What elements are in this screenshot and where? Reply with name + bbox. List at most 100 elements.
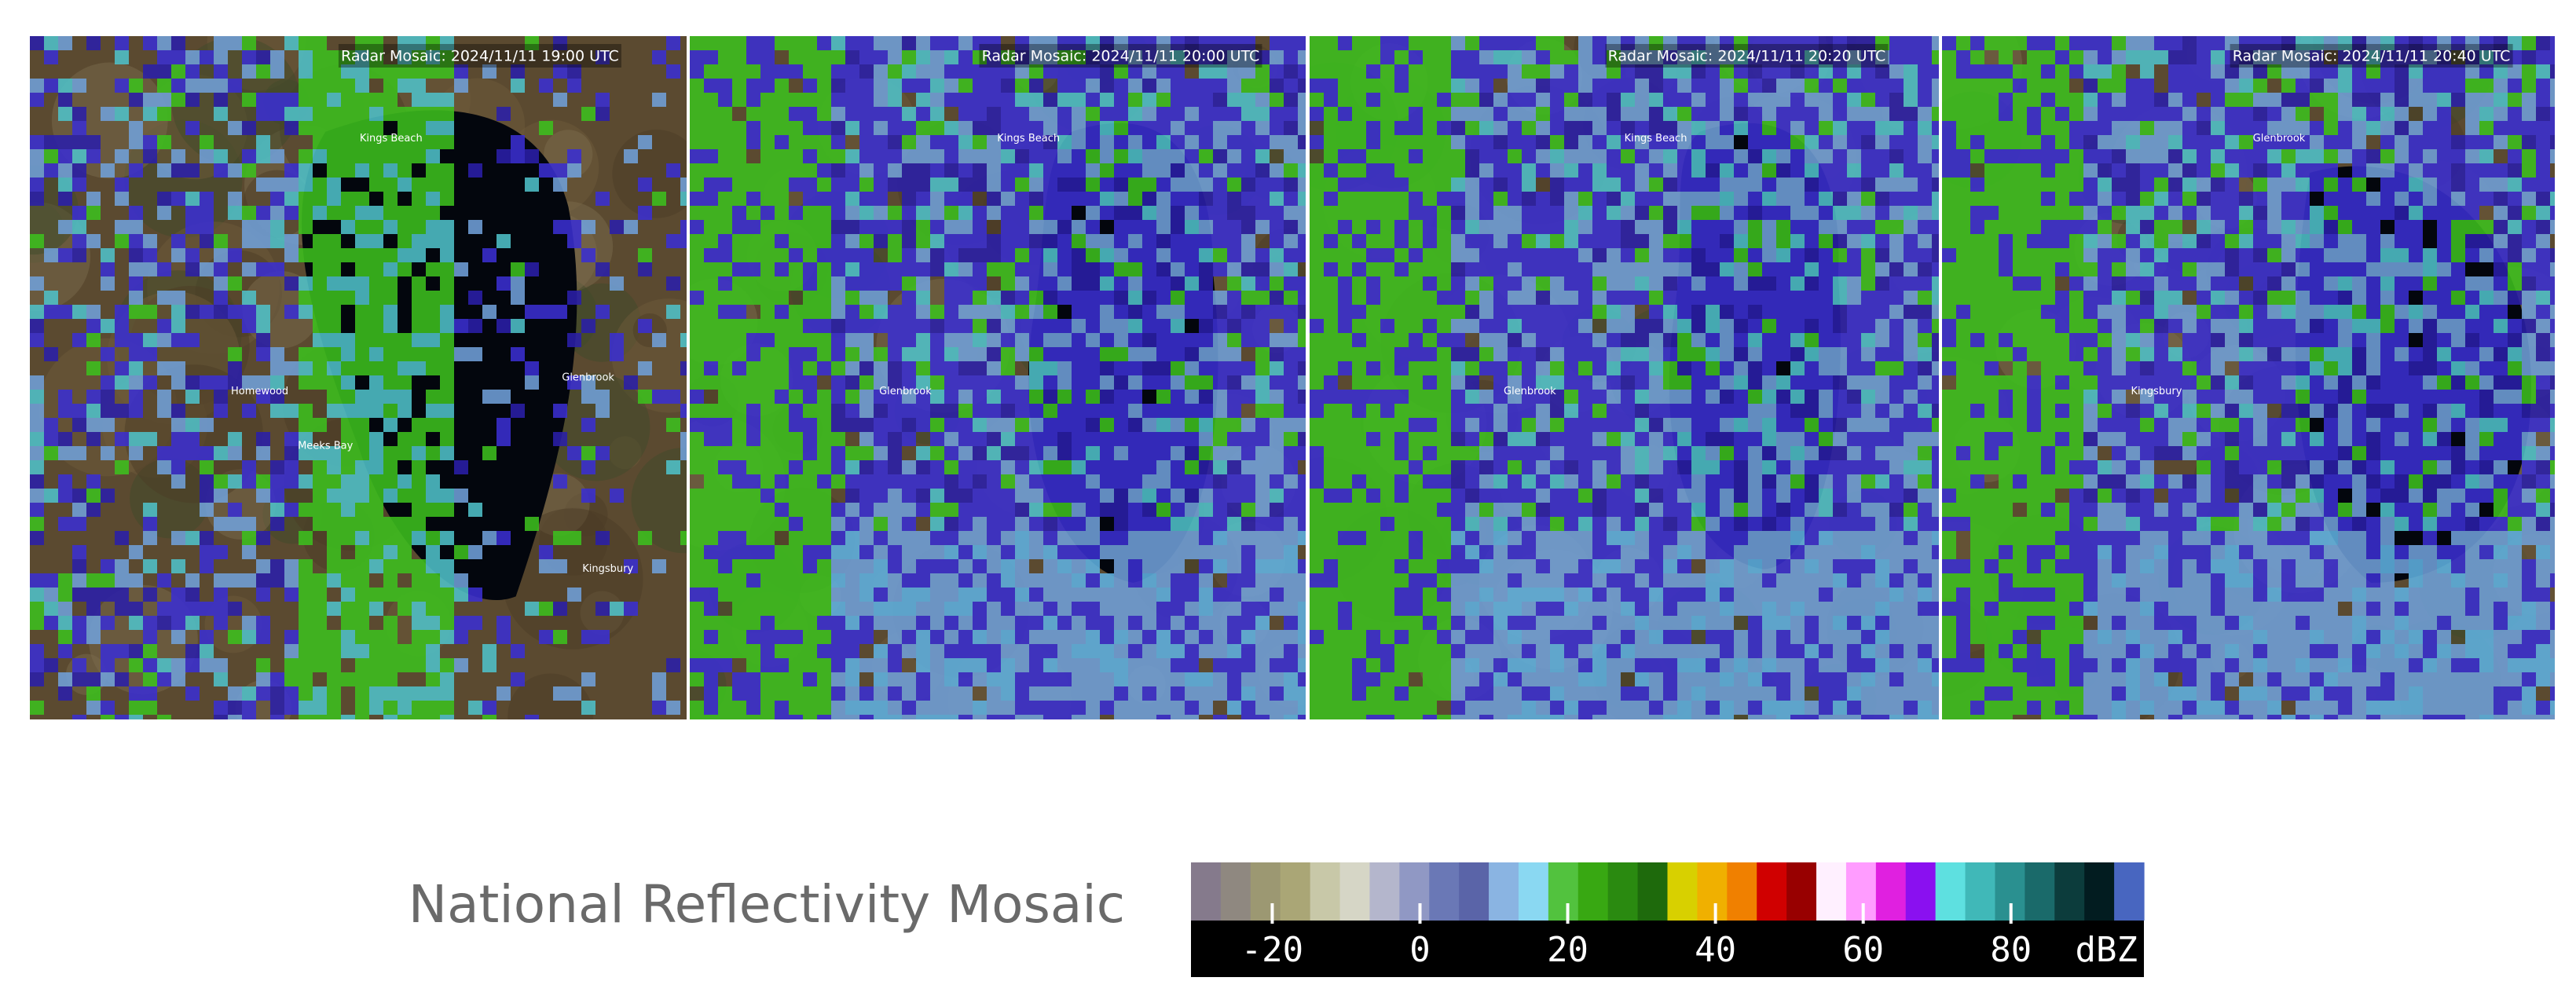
radar-cell xyxy=(86,36,101,50)
radar-cell xyxy=(1227,291,1241,305)
radar-cell xyxy=(1734,503,1748,517)
radar-cell xyxy=(1522,517,1536,531)
radar-cell xyxy=(299,220,313,234)
radar-cell xyxy=(115,319,129,333)
radar-cell xyxy=(845,602,859,616)
radar-cell xyxy=(1776,206,1790,220)
radar-cell xyxy=(666,276,680,291)
radar-cell xyxy=(171,64,185,79)
radar-cell xyxy=(383,616,398,630)
radar-cell xyxy=(1649,248,1663,262)
radar-cell xyxy=(383,630,398,644)
radar-cell xyxy=(1790,149,1805,163)
radar-cell xyxy=(624,602,638,616)
radar-cell xyxy=(1861,503,1875,517)
radar-cell xyxy=(567,149,581,163)
radar-cell xyxy=(704,319,718,333)
radar-cell xyxy=(874,178,888,192)
radar-cell xyxy=(1100,93,1114,107)
radar-cell xyxy=(1677,79,1691,93)
radar-cell xyxy=(1592,36,1607,50)
radar-cell xyxy=(1578,474,1592,489)
radar-cell xyxy=(101,559,115,573)
radar-cell xyxy=(1423,474,1437,489)
radar-cell xyxy=(299,206,313,220)
radar-cell xyxy=(1776,319,1790,333)
radar-cell xyxy=(1255,686,1270,701)
radar-cell xyxy=(1270,163,1284,178)
radar-cell xyxy=(1241,602,1255,616)
radar-cell xyxy=(888,404,902,418)
radar-cell xyxy=(789,305,803,319)
radar-cell xyxy=(1128,305,1142,319)
radar-cell xyxy=(214,404,228,418)
radar-cell xyxy=(1536,305,1550,319)
radar-cell xyxy=(1493,489,1508,503)
radar-cell xyxy=(1748,234,1762,248)
radar-cell xyxy=(973,347,987,361)
radar-cell xyxy=(1072,460,1086,474)
radar-cell xyxy=(638,390,652,404)
radar-cell xyxy=(327,686,341,701)
radar-cell xyxy=(1479,121,1493,135)
radar-cell xyxy=(143,248,157,262)
radar-cell xyxy=(845,163,859,178)
radar-cell xyxy=(732,178,746,192)
radar-cell xyxy=(944,474,958,489)
radar-cell xyxy=(1128,79,1142,93)
radar-cell xyxy=(718,489,732,503)
radar-cell xyxy=(944,715,958,729)
radar-cell xyxy=(299,701,313,715)
radar-cell xyxy=(185,93,200,107)
radar-cell xyxy=(732,234,746,248)
radar-cell xyxy=(1171,121,1185,135)
radar-cell xyxy=(1199,686,1213,701)
radar-cell xyxy=(369,503,383,517)
radar-cell xyxy=(1748,305,1762,319)
radar-cell xyxy=(1621,107,1635,121)
radar-cell xyxy=(1493,517,1508,531)
radar-cell xyxy=(1128,531,1142,545)
radar-cell xyxy=(1057,701,1072,715)
radar-cell xyxy=(581,446,595,460)
radar-cell xyxy=(1241,489,1255,503)
radar-cell xyxy=(704,588,718,602)
radar-cell xyxy=(803,672,817,686)
radar-cell xyxy=(902,503,916,517)
radar-cell xyxy=(1015,305,1029,319)
radar-cell xyxy=(1142,135,1156,149)
radar-cell xyxy=(1451,93,1465,107)
radar-cell xyxy=(200,135,214,149)
radar-cell xyxy=(1451,79,1465,93)
radar-cell xyxy=(1904,93,1918,107)
radar-cell xyxy=(888,489,902,503)
radar-cell xyxy=(383,545,398,559)
radar-cell xyxy=(1142,93,1156,107)
radar-cell xyxy=(888,446,902,460)
radar-cell xyxy=(1213,418,1227,432)
radar-cell xyxy=(1762,262,1776,276)
radar-cell xyxy=(1847,135,1861,149)
radar-cell xyxy=(760,701,775,715)
radar-cell xyxy=(1213,107,1227,121)
radar-cell xyxy=(1241,121,1255,135)
radar-cell xyxy=(803,474,817,489)
radar-cell xyxy=(1550,333,1564,347)
radar-cell xyxy=(732,319,746,333)
radar-cell xyxy=(1284,192,1298,206)
radar-cell xyxy=(1621,418,1635,432)
radar-cell xyxy=(355,418,369,432)
radar-cell xyxy=(214,715,228,729)
radar-cell xyxy=(1536,489,1550,503)
radar-cell xyxy=(1072,121,1086,135)
radar-cell xyxy=(1199,262,1213,276)
radar-cell xyxy=(1663,79,1677,93)
radar-cell xyxy=(845,50,859,64)
radar-cell xyxy=(845,361,859,375)
radar-cell xyxy=(944,276,958,291)
radar-cell xyxy=(270,107,284,121)
radar-cell xyxy=(1380,135,1394,149)
radar-cell xyxy=(831,121,845,135)
radar-cell xyxy=(1255,489,1270,503)
radar-cell xyxy=(1720,333,1734,347)
